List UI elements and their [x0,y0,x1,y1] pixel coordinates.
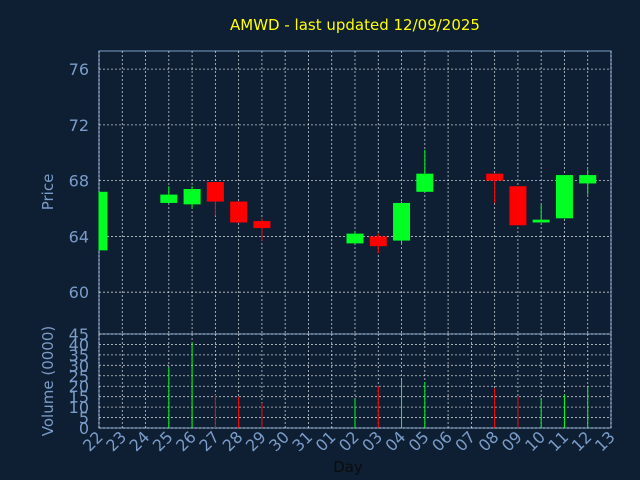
candle-body [579,175,597,184]
candle-body [486,173,504,181]
x-ticks: 2223242526272829303101020304050607080910… [79,427,619,455]
price-axis-label: Price [39,174,57,211]
candle-body [160,194,178,203]
volume-y-tick-label: 5 [79,409,89,428]
candle-body [183,189,201,205]
price-grid [98,51,612,334]
candle-body [346,233,364,244]
price-y-tick-label: 64 [69,227,89,246]
x-tick-label: 13 [591,427,619,455]
candle-body [206,182,224,202]
chart-title: AMWD - last updated 12/09/2025 [230,16,480,34]
volume-y-tick-label: 15 [69,388,89,407]
candle-body [99,191,108,251]
price-y-tick-label: 60 [69,283,89,302]
candle-body [555,175,573,219]
volume-y-tick-label: 30 [69,356,89,375]
price-y-tick-label: 68 [69,172,89,191]
volume-axis-label: Volume (0000) [39,326,57,436]
candle-body [369,236,387,247]
candle-body [230,201,248,223]
price-y-ticks: 76 72 68 64 60 [69,60,89,302]
price-y-tick-label: 76 [69,60,89,79]
volume-y-tick-label: 0 [79,419,89,438]
candle-body [416,173,434,192]
candle-body [393,202,411,241]
candle-body [532,219,550,223]
volume-y-tick-label: 35 [69,346,89,365]
volume-y-tick-label: 10 [69,398,89,417]
volume-y-tick-label: 20 [69,377,89,396]
candle-body [509,186,527,226]
volume-y-tick-label: 25 [69,367,89,386]
candle-body [253,221,271,229]
volume-y-tick-label: 45 [69,325,89,344]
x-axis-label: Day [333,458,363,476]
candles [98,149,597,254]
volume-bars [168,342,589,428]
volume-y-tick-label: 40 [69,335,89,354]
price-y-tick-label: 72 [69,116,89,135]
